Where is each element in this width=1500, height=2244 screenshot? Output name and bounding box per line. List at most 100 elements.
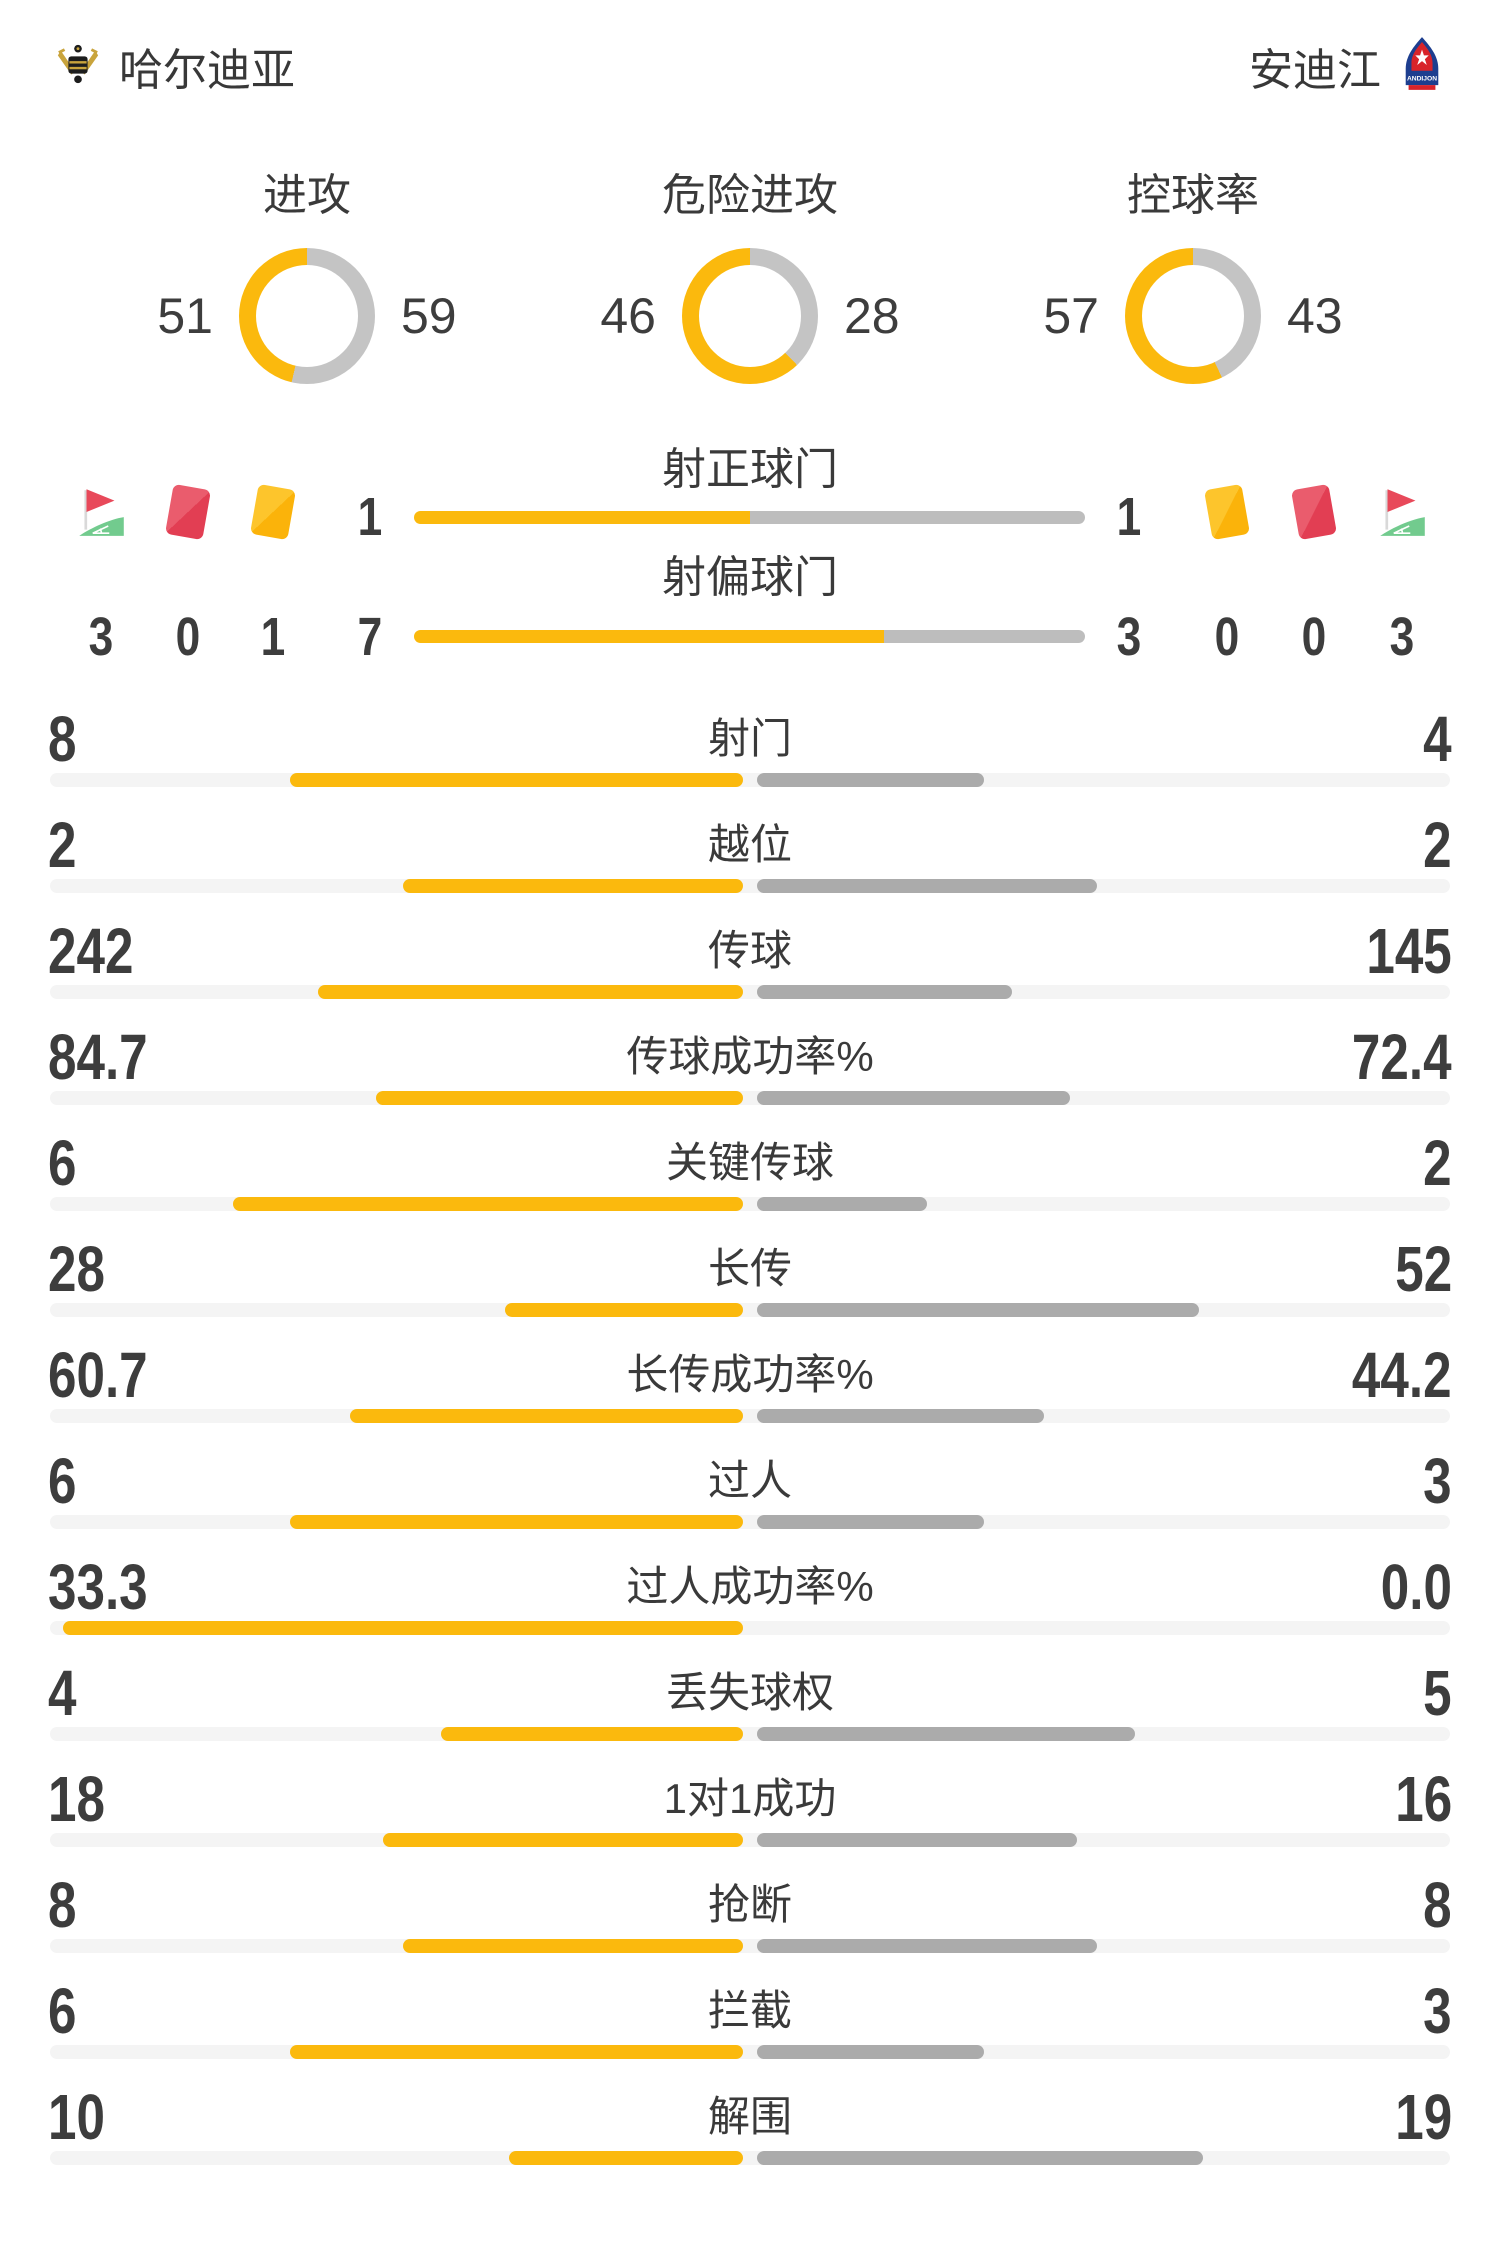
- stat-bar-away: [757, 1515, 984, 1529]
- stat-bar-away: [757, 1303, 1199, 1317]
- stat-bar-home: [383, 1833, 743, 1847]
- stat-label: 越位: [707, 821, 792, 868]
- stat-bar-away: [757, 1091, 1070, 1105]
- stat-home-value: 6: [48, 1445, 77, 1517]
- shots-off-target-away-value: 3: [1116, 607, 1142, 667]
- stat-bar-away: [757, 2045, 984, 2059]
- donut-possession: 控球率 57 43: [943, 172, 1443, 384]
- stat-home-value: 6: [48, 1975, 77, 2047]
- yellow-card-icon: [247, 481, 298, 543]
- stat-home-value: 33.3: [48, 1551, 148, 1623]
- stat-away-value: 16: [1395, 1763, 1452, 1835]
- stat-label: 丢失球权: [665, 1669, 834, 1716]
- away-corner-count: 3: [1389, 607, 1415, 667]
- header: 哈尔迪亚 安迪江 ANDIJON: [55, 34, 1445, 98]
- donut-dangerous-attacks-home-value: 46: [600, 288, 656, 344]
- stat-home-value: 242: [48, 915, 134, 987]
- stat-bar-home: [290, 1515, 743, 1529]
- shots-on-target-home-value: 1: [357, 487, 383, 547]
- stat-away-value: 2: [1423, 1127, 1452, 1199]
- stat-bar-track: [50, 1303, 1450, 1317]
- stat-bar-away: [757, 1409, 1044, 1423]
- stat-bar-home: [290, 773, 743, 787]
- stat-away-value: 3: [1423, 1445, 1452, 1517]
- home-team-header[interactable]: 哈尔迪亚: [55, 34, 295, 98]
- stat-bar-track: [50, 985, 1450, 999]
- stat-row: 18 1对1成功 16: [0, 1766, 1500, 1872]
- stat-row: 242 传球 145: [0, 918, 1500, 1024]
- donut-dangerous-attacks: 危险进攻 46 28: [500, 172, 1000, 384]
- stat-home-value: 10: [48, 2081, 105, 2153]
- stat-bar-away: [757, 2151, 1203, 2165]
- stat-home-value: 8: [48, 1869, 77, 1941]
- red-card-icon: [1288, 481, 1339, 543]
- stat-row: 33.3 过人成功率% 0.0: [0, 1554, 1500, 1660]
- stat-label: 过人成功率%: [626, 1563, 874, 1610]
- stat-bar-track: [50, 1409, 1450, 1423]
- stat-bar-away: [757, 1197, 927, 1211]
- away-team-name: 安迪江: [1249, 46, 1381, 95]
- stat-home-value: 2: [48, 809, 77, 881]
- away-red-card-count: 0: [1301, 607, 1327, 667]
- stat-away-value: 5: [1423, 1657, 1452, 1729]
- stat-row: 6 拦截 3: [0, 1978, 1500, 2084]
- stat-bar-away: [757, 1939, 1097, 1953]
- stat-bar-home: [318, 985, 743, 999]
- away-team-header[interactable]: 安迪江 ANDIJON: [1249, 34, 1445, 98]
- stat-row: 8 射门 4: [0, 706, 1500, 812]
- shots-off-target-label: 射偏球门: [662, 553, 838, 602]
- stat-away-value: 4: [1423, 703, 1452, 775]
- stat-home-value: 28: [48, 1233, 105, 1305]
- corner-flag-icon: [1373, 483, 1431, 546]
- shots-off-target-home-value: 7: [357, 607, 383, 667]
- donut-attacks-home-value: 51: [157, 288, 213, 344]
- home-corner-count: 3: [88, 607, 114, 667]
- stat-bar-away: [757, 1727, 1135, 1741]
- stat-row: 84.7 传球成功率% 72.4: [0, 1024, 1500, 1130]
- stat-row: 6 关键传球 2: [0, 1130, 1500, 1236]
- stat-away-value: 2: [1423, 809, 1452, 881]
- donut-attacks-label: 进攻: [263, 171, 351, 220]
- donut-dangerous-attacks-away-value: 28: [844, 288, 900, 344]
- home-team-name: 哈尔迪亚: [119, 46, 295, 95]
- stat-label: 长传: [707, 1245, 792, 1292]
- dangerous-attacks-donut-chart: [682, 248, 818, 384]
- away-yellow-card-count: 0: [1214, 607, 1240, 667]
- stat-bar-away: [757, 1833, 1077, 1847]
- stat-bar-track: [50, 1833, 1450, 1847]
- stat-away-value: 44.2: [1352, 1339, 1452, 1411]
- shots-on-target-away-value: 1: [1116, 487, 1142, 547]
- stat-away-value: 8: [1423, 1869, 1452, 1941]
- stat-row: 4 丢失球权 5: [0, 1660, 1500, 1766]
- stat-away-value: 145: [1366, 915, 1452, 987]
- stat-bar-track: [50, 2045, 1450, 2059]
- stat-home-value: 8: [48, 703, 77, 775]
- shots-on-target-label: 射正球门: [662, 445, 838, 494]
- stat-away-value: 19: [1395, 2081, 1452, 2153]
- stat-home-value: 60.7: [48, 1339, 148, 1411]
- stat-row: 2 越位 2: [0, 812, 1500, 918]
- donut-possession-home-value: 57: [1043, 288, 1099, 344]
- attacks-donut-chart: [239, 248, 375, 384]
- stat-label: 拦截: [707, 1987, 792, 2034]
- stat-label: 长传成功率%: [626, 1351, 874, 1398]
- stat-label: 传球成功率%: [626, 1033, 874, 1080]
- stat-label: 抢断: [707, 1881, 792, 1928]
- stat-home-value: 18: [48, 1763, 105, 1835]
- stat-away-value: 3: [1423, 1975, 1452, 2047]
- stat-bar-away: [757, 773, 984, 787]
- stat-bar-home: [290, 2045, 743, 2059]
- stat-label: 解围: [707, 2093, 792, 2140]
- stat-bar-home: [376, 1091, 743, 1105]
- shots-on-target-bar-away: [749, 511, 1085, 524]
- away-team-logo: ANDIJON: [1399, 36, 1445, 97]
- stat-label: 传球: [707, 927, 792, 974]
- stat-row: 28 长传 52: [0, 1236, 1500, 1342]
- stat-label: 射门: [707, 715, 792, 762]
- stat-home-value: 6: [48, 1127, 77, 1199]
- stat-bar-away: [757, 879, 1097, 893]
- svg-text:ANDIJON: ANDIJON: [1407, 75, 1437, 82]
- stat-bar-away: [757, 985, 1012, 999]
- stat-bar-home: [403, 1939, 743, 1953]
